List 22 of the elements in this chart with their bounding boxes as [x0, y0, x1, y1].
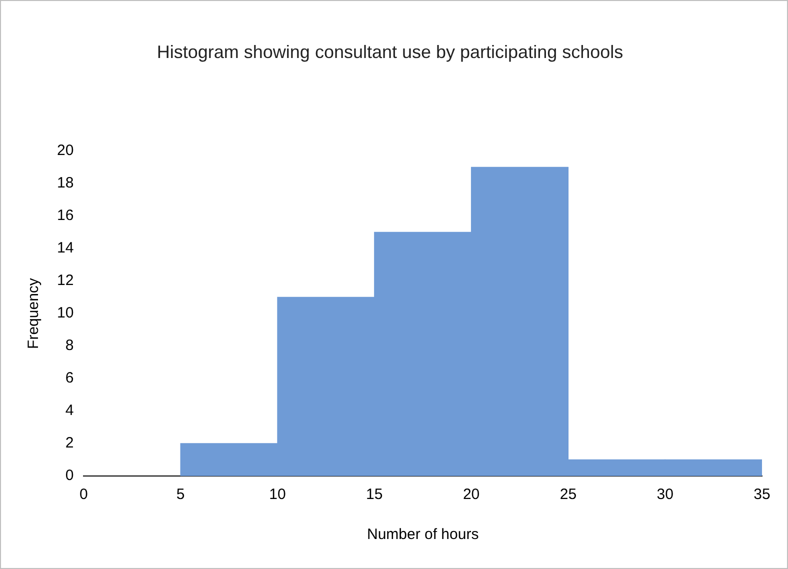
chart-title: Histogram showing consultant use by participating schools [156, 41, 624, 64]
x-tick-label: 20 [462, 486, 480, 504]
y-tick-label: 14 [56, 240, 74, 257]
x-axis-title: Number of hours [366, 526, 479, 544]
x-tick-label: 35 [754, 486, 770, 504]
x-tick-label: 0 [80, 486, 88, 504]
x-tick-label: 15 [366, 486, 383, 504]
y-tick-label: 18 [56, 174, 74, 192]
x-tick-label: 10 [269, 486, 286, 504]
y-tick-label: 10 [56, 304, 74, 322]
x-tick-label: 30 [656, 486, 674, 504]
y-axis-title: Frequency [25, 278, 42, 349]
x-tick-label: 25 [560, 486, 577, 504]
y-tick-label: 12 [56, 272, 74, 290]
y-tick-label: 6 [65, 370, 74, 387]
y-tick-label: 20 [56, 142, 74, 160]
y-tick-label: 8 [65, 337, 74, 354]
y-tick-label: 2 [65, 434, 74, 452]
y-tick-label: 16 [56, 207, 74, 224]
x-tick-label: 5 [176, 486, 185, 504]
y-tick-label: 4 [65, 402, 74, 420]
y-tick-label: 0 [65, 467, 74, 484]
